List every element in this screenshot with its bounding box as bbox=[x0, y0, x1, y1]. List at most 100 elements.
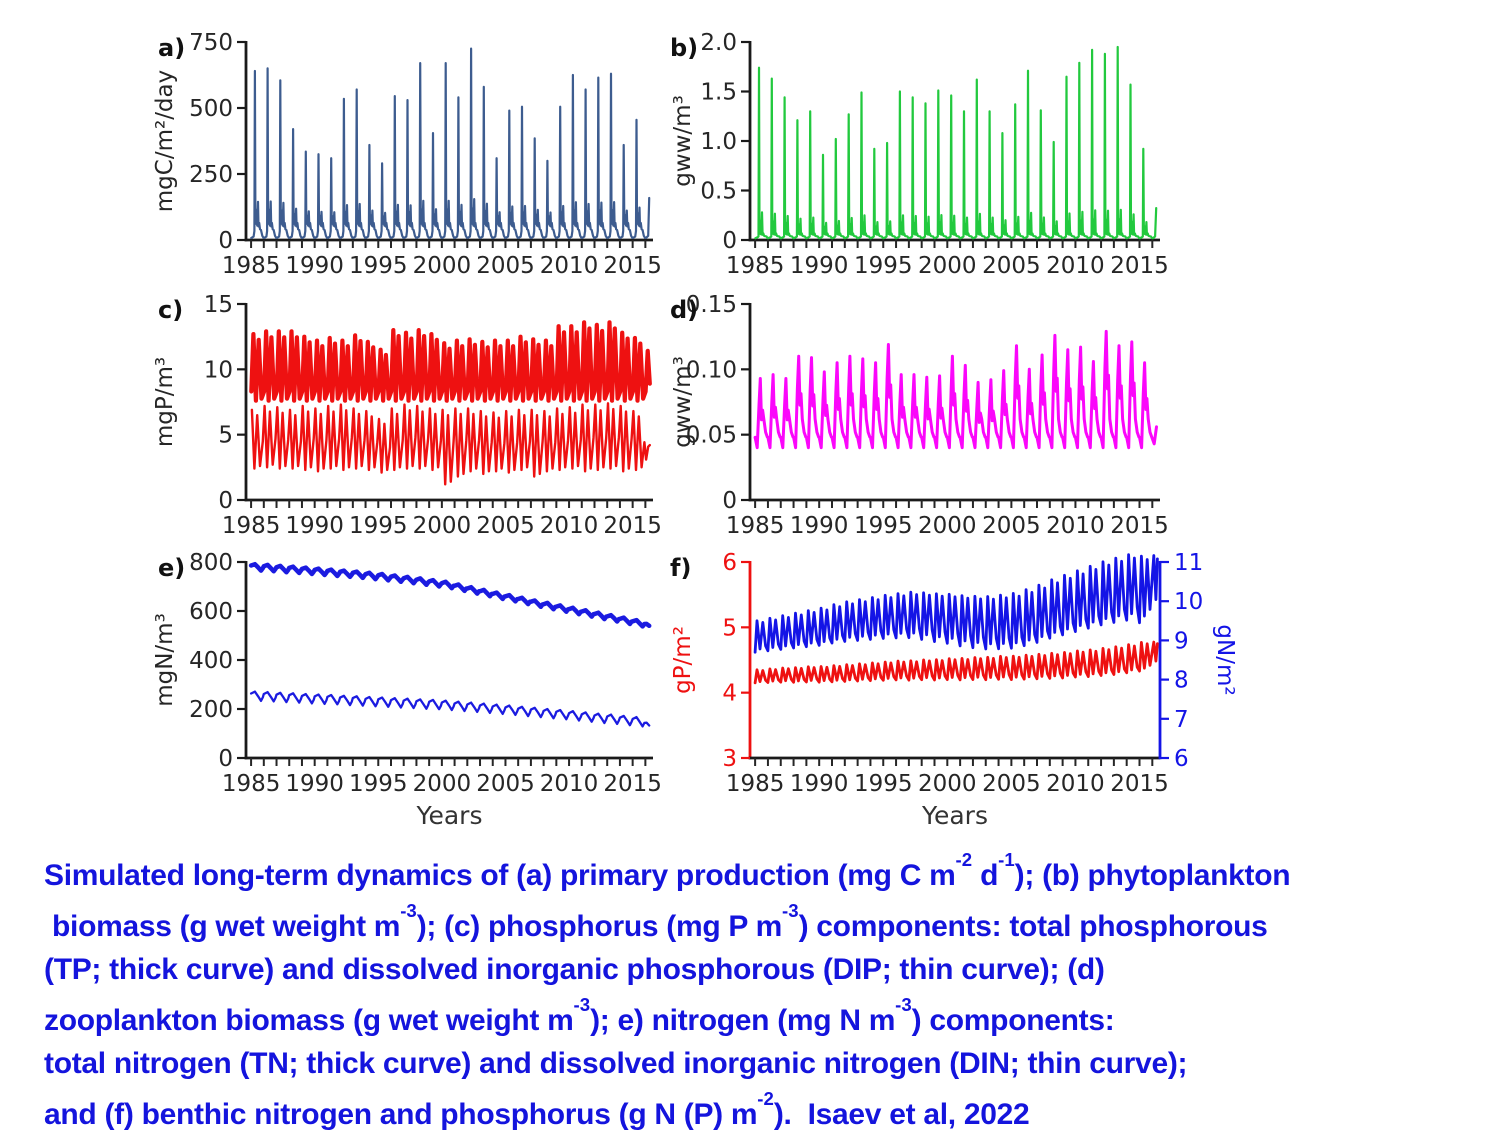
x-tick-label: 2015 bbox=[1110, 253, 1169, 279]
caption-line: (TP; thick curve) and dissolved inorgani… bbox=[44, 953, 1105, 986]
y-tick-label: 5 bbox=[218, 423, 233, 449]
x-tick-label: 2015 bbox=[603, 771, 660, 797]
x-tick-label: 1995 bbox=[854, 771, 913, 797]
panel-letter: d) bbox=[670, 296, 698, 324]
y-axis-title: gP/m² bbox=[670, 626, 696, 694]
y-tick-label: 250 bbox=[189, 162, 233, 188]
x-tick-label: 2005 bbox=[982, 513, 1041, 539]
figure-caption: Simulated long-term dynamics of (a) prim… bbox=[44, 846, 1474, 1136]
x-tick-label: 2000 bbox=[413, 513, 472, 539]
panel-letter: e) bbox=[158, 554, 185, 582]
x-tick-label: 2000 bbox=[413, 253, 472, 279]
caption-superscript: -3 bbox=[400, 899, 417, 921]
y-axis-title: mgP/m³ bbox=[152, 357, 178, 447]
series-zooplankton-biomass bbox=[753, 329, 1158, 450]
y-tick-label: 750 bbox=[189, 30, 233, 56]
x-tick-label: 2000 bbox=[918, 771, 977, 797]
x-tick-label: 1985 bbox=[726, 513, 785, 539]
panel-e-nitrogen-components: 1985 1990 1995 2000 2005 2010 2015 0 200 400 600 80… bbox=[138, 540, 660, 840]
y-tick-label: 3 bbox=[722, 746, 737, 772]
x-tick-label: 1985 bbox=[222, 513, 281, 539]
x-axis-title: Years bbox=[416, 801, 483, 830]
chart-f: 1985 1990 1995 2000 2005 2010 2015 3 4 5 6 6 7 8 9 10 11… bbox=[670, 550, 1238, 830]
x-tick-label: 2010 bbox=[1046, 771, 1105, 797]
y-tick-label: 0 bbox=[722, 228, 737, 254]
y-tick-label: 0.5 bbox=[700, 179, 737, 205]
x-tick-label: 1985 bbox=[222, 771, 281, 797]
y-tick-label: 1.0 bbox=[700, 129, 737, 155]
y-tick-label: 800 bbox=[189, 550, 233, 576]
x-tick-label: 2005 bbox=[982, 771, 1041, 797]
x-tick-label: 1995 bbox=[349, 253, 408, 279]
y-tick-label: 500 bbox=[189, 96, 233, 122]
y-tick-label: 1.5 bbox=[700, 80, 737, 106]
panel-f-benthic-n-p: 1985 1990 1995 2000 2005 2010 2015 3 4 5 6 6 7 8 9 10 11… bbox=[660, 540, 1278, 840]
x-tick-label: 2000 bbox=[918, 253, 977, 279]
y-tick-label: 0 bbox=[218, 488, 233, 514]
y-tick-label: 200 bbox=[189, 697, 233, 723]
series-primary-production bbox=[250, 47, 651, 239]
y-tick-label: 0.05 bbox=[686, 423, 737, 449]
right-y-tick-label: 11 bbox=[1174, 550, 1203, 576]
panel-c-phosphorus-components: 1985 1990 1995 2000 2005 2010 2015 0 5 10 15 c) mgP/… bbox=[138, 282, 660, 540]
x-tick-label: 2015 bbox=[603, 513, 660, 539]
y-tick-label: 400 bbox=[189, 648, 233, 674]
panel-b-phytoplankton-biomass: 1985 1990 1995 2000 2005 2010 2015 0 0.5 1.0 1.5 2.… bbox=[660, 14, 1278, 282]
caption-line: total nitrogen (TN; thick curve) and dis… bbox=[44, 1047, 1188, 1080]
series-total-nitrogen-TN bbox=[248, 561, 652, 629]
y-tick-label: 0 bbox=[218, 746, 233, 772]
x-tick-label: 1990 bbox=[285, 513, 344, 539]
chart-d: 1985 1990 1995 2000 2005 2010 2015 0 0.05 0.10 0.1… bbox=[670, 292, 1169, 539]
chart-b: 1985 1990 1995 2000 2005 2010 2015 0 0.5 1.0 1.5 2.… bbox=[670, 30, 1169, 279]
series-dissolved-inorganic-phosphorus-DIP bbox=[250, 402, 651, 486]
x-tick-label: 2010 bbox=[540, 253, 599, 279]
x-tick-label: 1990 bbox=[790, 771, 849, 797]
x-tick-label: 1995 bbox=[349, 513, 408, 539]
x-tick-label: 1990 bbox=[790, 513, 849, 539]
series-benthic-phosphorus bbox=[753, 640, 1159, 685]
y-axis-title: gww/m³ bbox=[670, 356, 696, 448]
y-tick-label: 2.0 bbox=[700, 30, 737, 56]
y-tick-label: 5 bbox=[722, 615, 737, 641]
x-tick-label: 1995 bbox=[854, 253, 913, 279]
caption-superscript: -2 bbox=[955, 848, 973, 870]
right-y-tick-label: 8 bbox=[1174, 668, 1189, 694]
caption-line: Simulated long-term dynamics of (a) prim… bbox=[44, 848, 1291, 892]
caption-superscript: -3 bbox=[895, 993, 912, 1015]
right-y-tick-label: 7 bbox=[1174, 707, 1189, 733]
x-tick-label: 2000 bbox=[918, 513, 977, 539]
chart-c: 1985 1990 1995 2000 2005 2010 2015 0 5 10 15 c) mgP/… bbox=[152, 292, 660, 539]
x-tick-label: 1985 bbox=[726, 771, 785, 797]
caption-superscript: -3 bbox=[782, 899, 799, 921]
y-tick-label: 600 bbox=[189, 599, 233, 625]
y-tick-label: 0 bbox=[218, 228, 233, 254]
x-tick-label: 2010 bbox=[540, 771, 599, 797]
x-tick-label: 2005 bbox=[476, 253, 535, 279]
x-tick-label: 2010 bbox=[1046, 513, 1105, 539]
x-tick-label: 1990 bbox=[285, 253, 344, 279]
right-y-tick-label: 9 bbox=[1174, 628, 1189, 654]
right-y-tick-label: 10 bbox=[1174, 589, 1203, 615]
series-phytoplankton-biomass bbox=[754, 45, 1158, 240]
series-dissolved-inorganic-nitrogen-DIN bbox=[249, 690, 651, 728]
panel-letter: c) bbox=[158, 296, 183, 324]
y-axis-title: gww/m³ bbox=[670, 95, 696, 187]
y-tick-label: 15 bbox=[204, 292, 233, 318]
figure-panels: 1985 1990 1995 2000 2005 2010 2015 0 250 500 750 a)… bbox=[138, 14, 1278, 840]
y-axis-title: mgC/m²/day bbox=[152, 70, 178, 213]
x-tick-label: 1990 bbox=[285, 771, 344, 797]
panel-a-primary-production: 1985 1990 1995 2000 2005 2010 2015 0 250 500 750 a)… bbox=[138, 14, 660, 282]
x-tick-label: 2010 bbox=[540, 513, 599, 539]
y-tick-label: 10 bbox=[204, 357, 233, 383]
x-tick-label: 2005 bbox=[476, 513, 535, 539]
caption-superscript: -2 bbox=[757, 1087, 774, 1109]
x-tick-label: 2000 bbox=[413, 771, 472, 797]
x-tick-label: 2010 bbox=[1046, 253, 1105, 279]
series-benthic-nitrogen bbox=[753, 553, 1159, 654]
x-axis-title: Years bbox=[921, 801, 988, 830]
x-tick-label: 2015 bbox=[603, 253, 660, 279]
y-axis-title: mgN/m³ bbox=[152, 613, 178, 707]
caption-line: biomass (g wet weight m-3); (c) phosphor… bbox=[44, 899, 1268, 943]
panel-d-zooplankton-biomass: 1985 1990 1995 2000 2005 2010 2015 0 0.05 0.10 0.1… bbox=[660, 282, 1278, 540]
